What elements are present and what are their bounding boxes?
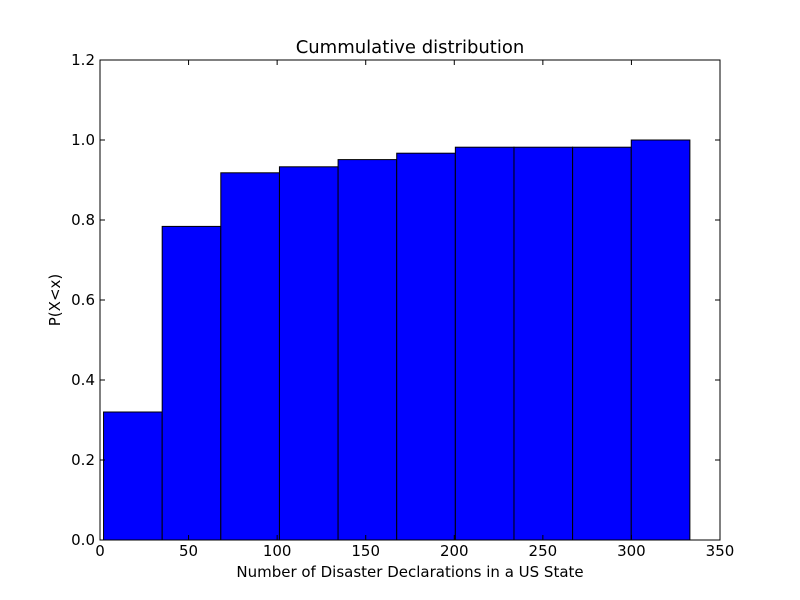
- bars-group: [103, 139, 691, 541]
- bar-1: [161, 225, 222, 541]
- x-tick-label: 100: [263, 542, 292, 560]
- bar-5: [396, 152, 456, 541]
- bar-8: [572, 146, 632, 541]
- bar-6: [454, 146, 515, 541]
- y-tick-label: 1.2: [71, 51, 95, 69]
- y-tick-label: 0.0: [71, 531, 95, 549]
- x-tick-label: 200: [440, 542, 469, 560]
- x-tick-label: 300: [617, 542, 646, 560]
- x-tick-label: 250: [529, 542, 558, 560]
- y-tick-label: 0.8: [71, 211, 95, 229]
- bar-3: [278, 166, 339, 541]
- x-tick-label: 350: [706, 542, 735, 560]
- y-tick-label: 0.4: [71, 371, 95, 389]
- y-axis-label: P(X<x): [46, 274, 64, 326]
- bar-7: [513, 146, 574, 541]
- chart-title: Cummulative distribution: [296, 37, 525, 58]
- x-tick-label: 0: [95, 542, 105, 560]
- x-tick-label: 150: [351, 542, 380, 560]
- y-tick-label: 1.0: [71, 131, 95, 149]
- y-axis-ticks: 0.0 0.2 0.4 0.6 0.8 1.0 1.2: [71, 51, 720, 549]
- bar-9: [630, 139, 691, 541]
- bar-2: [220, 172, 280, 541]
- x-tick-label: 50: [179, 542, 198, 560]
- bar-4: [337, 159, 398, 541]
- y-tick-label: 0.6: [71, 291, 95, 309]
- y-tick-label: 0.2: [71, 451, 95, 469]
- x-axis-label: Number of Disaster Declarations in a US …: [236, 563, 583, 581]
- x-axis-ticks: 0 50 100 150 200 250 300 350: [95, 60, 734, 560]
- bar-0: [103, 411, 163, 541]
